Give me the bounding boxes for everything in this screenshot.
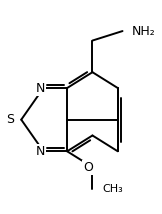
Text: CH₃: CH₃ <box>102 184 123 194</box>
Text: NH₂: NH₂ <box>132 25 156 38</box>
Text: S: S <box>6 113 14 126</box>
Text: N: N <box>35 82 45 95</box>
Text: N: N <box>35 145 45 158</box>
Text: O: O <box>83 161 93 174</box>
